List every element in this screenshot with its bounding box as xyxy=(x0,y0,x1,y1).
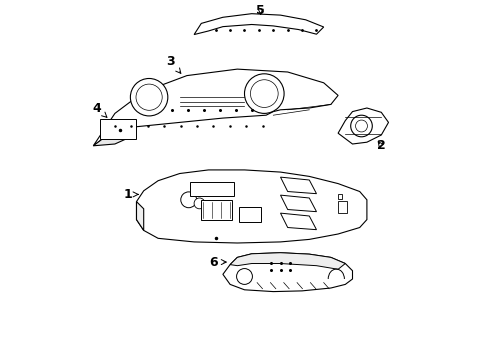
Bar xyxy=(337,201,346,213)
Text: 5: 5 xyxy=(256,4,264,17)
Polygon shape xyxy=(93,127,136,146)
Circle shape xyxy=(136,84,162,110)
Polygon shape xyxy=(223,253,352,292)
Text: 6: 6 xyxy=(209,256,226,269)
Polygon shape xyxy=(136,202,143,230)
Polygon shape xyxy=(280,195,316,212)
Polygon shape xyxy=(230,253,345,269)
Bar xyxy=(190,182,233,196)
Bar xyxy=(201,200,231,220)
Circle shape xyxy=(355,120,366,132)
Circle shape xyxy=(250,80,278,108)
Circle shape xyxy=(236,269,252,284)
Polygon shape xyxy=(280,213,316,230)
Circle shape xyxy=(194,198,204,209)
Polygon shape xyxy=(194,14,323,35)
Text: 4: 4 xyxy=(92,102,107,117)
Polygon shape xyxy=(136,170,366,243)
Bar xyxy=(101,119,136,139)
Polygon shape xyxy=(280,177,316,194)
Text: 3: 3 xyxy=(166,55,181,73)
Circle shape xyxy=(244,74,284,113)
Polygon shape xyxy=(337,108,387,144)
Circle shape xyxy=(181,192,196,208)
Polygon shape xyxy=(93,69,337,146)
Bar xyxy=(337,194,342,199)
Text: 1: 1 xyxy=(123,188,138,201)
Text: 2: 2 xyxy=(376,139,385,152)
Circle shape xyxy=(130,78,167,116)
Bar xyxy=(239,207,260,222)
Circle shape xyxy=(350,115,371,137)
